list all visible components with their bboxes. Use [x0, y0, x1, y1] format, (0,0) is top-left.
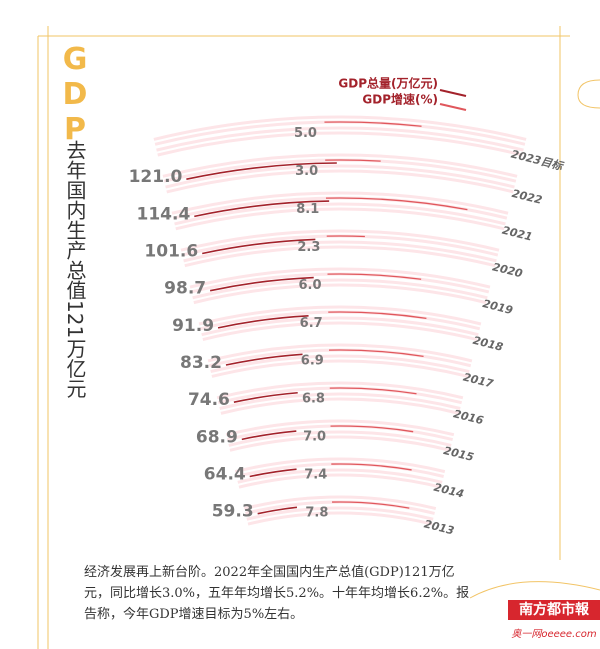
growth-arc: [331, 463, 412, 471]
gdp-label: 121.0: [129, 167, 183, 187]
gdp-arc: [217, 315, 309, 329]
band: [234, 457, 446, 474]
x-tick-label: 2014: [432, 481, 465, 501]
band: [165, 164, 515, 189]
gdp-label: 98.7: [164, 279, 206, 299]
band: [184, 245, 496, 268]
growth-arc: [332, 501, 410, 509]
band: [153, 115, 527, 141]
chart-title: GDP: [58, 42, 93, 147]
growth-label: 6.7: [300, 316, 323, 331]
band: [211, 359, 469, 378]
legend-swatch: [439, 89, 467, 97]
band: [198, 305, 482, 326]
growth-label: 7.8: [305, 506, 328, 521]
x-tick-label: 2022: [511, 187, 544, 207]
legend-label: GDP增速(%): [362, 92, 438, 107]
decoration: [469, 581, 600, 599]
x-tick-label: 2016: [452, 407, 485, 427]
growth-arc: [327, 273, 422, 280]
band: [201, 316, 479, 337]
x-tick-label: 2021: [501, 224, 534, 244]
growth-label: 2.3: [297, 240, 320, 255]
growth-label: 7.4: [304, 468, 327, 483]
growth-label: 6.9: [301, 354, 324, 369]
band: [157, 131, 523, 157]
legend-swatch: [439, 103, 467, 111]
frame: [37, 26, 600, 649]
band: [216, 381, 464, 400]
growth-label: 6.0: [299, 278, 322, 293]
gdp-arc: [209, 276, 314, 292]
gdp-arc: [186, 162, 337, 180]
band: [166, 169, 514, 194]
band: [243, 495, 437, 511]
source-site: 奥一网oeeee.com: [511, 628, 597, 640]
gdp-label: 68.9: [196, 427, 238, 447]
band: [247, 511, 433, 526]
band: [171, 191, 509, 215]
growth-arc: [329, 387, 417, 395]
growth-arc: [325, 159, 381, 162]
growth-arc: [328, 349, 424, 358]
chart-subtitle: 去年国内生产总值121万亿元: [63, 140, 87, 399]
growth-label: 8.1: [296, 202, 319, 217]
band: [175, 207, 505, 231]
growth-arc: [325, 197, 468, 211]
band: [238, 473, 442, 489]
band: [193, 283, 487, 305]
band: [202, 321, 478, 341]
band: [220, 397, 460, 415]
annotation: 经济发展再上新台阶。2022年全国国内生产总值(GDP)121万亿元，同比增长3…: [84, 565, 470, 622]
gdp-arc: [241, 430, 297, 441]
x-tick-label: 2018: [472, 334, 505, 354]
gdp-label: 91.9: [172, 316, 214, 336]
gdp-arc: [202, 238, 316, 255]
growth-label: 3.0: [295, 164, 318, 179]
gdp-arc: [257, 506, 298, 515]
legend-label: GDP总量(万亿元): [338, 76, 438, 91]
band: [225, 419, 455, 437]
band: [180, 229, 500, 252]
band: [219, 392, 461, 410]
gdp-label: 74.6: [188, 390, 230, 410]
band: [183, 240, 497, 263]
growth-label: 6.8: [302, 392, 325, 407]
growth-arc: [328, 311, 427, 320]
band: [189, 267, 491, 289]
band: [162, 153, 518, 178]
gdp-arc: [249, 468, 297, 478]
band: [228, 430, 452, 447]
band: [237, 468, 443, 484]
gdp-label: 114.4: [137, 204, 191, 224]
source: 南方都市報: [519, 601, 590, 618]
gdp-label: 59.3: [212, 502, 254, 522]
band: [229, 435, 451, 452]
gdp-arc: [194, 200, 330, 218]
growth-arc: [330, 425, 414, 433]
band: [207, 343, 473, 363]
band: [192, 278, 488, 300]
x-tick-label: 2015: [442, 444, 475, 464]
gdp-label: 83.2: [180, 353, 222, 373]
band: [174, 202, 506, 226]
growth-arc: [324, 121, 422, 127]
x-tick-label: 2019: [481, 297, 514, 317]
x-tick-label: 2020: [491, 260, 524, 280]
x-tick-label: 2013: [423, 517, 456, 537]
gdp-arc: [225, 353, 303, 366]
gdp-label: 64.4: [204, 465, 246, 485]
gdp-label: 101.6: [144, 242, 198, 262]
band: [246, 506, 434, 521]
x-tick-label: 2023目标: [510, 148, 566, 174]
x-tick-label: 2017: [462, 371, 495, 391]
logo-box: [508, 600, 600, 620]
gdp-arc: [233, 391, 298, 403]
growth-label: 7.0: [303, 430, 326, 445]
band: [156, 126, 524, 152]
band: [210, 354, 470, 374]
growth-label: 5.0: [294, 126, 317, 141]
